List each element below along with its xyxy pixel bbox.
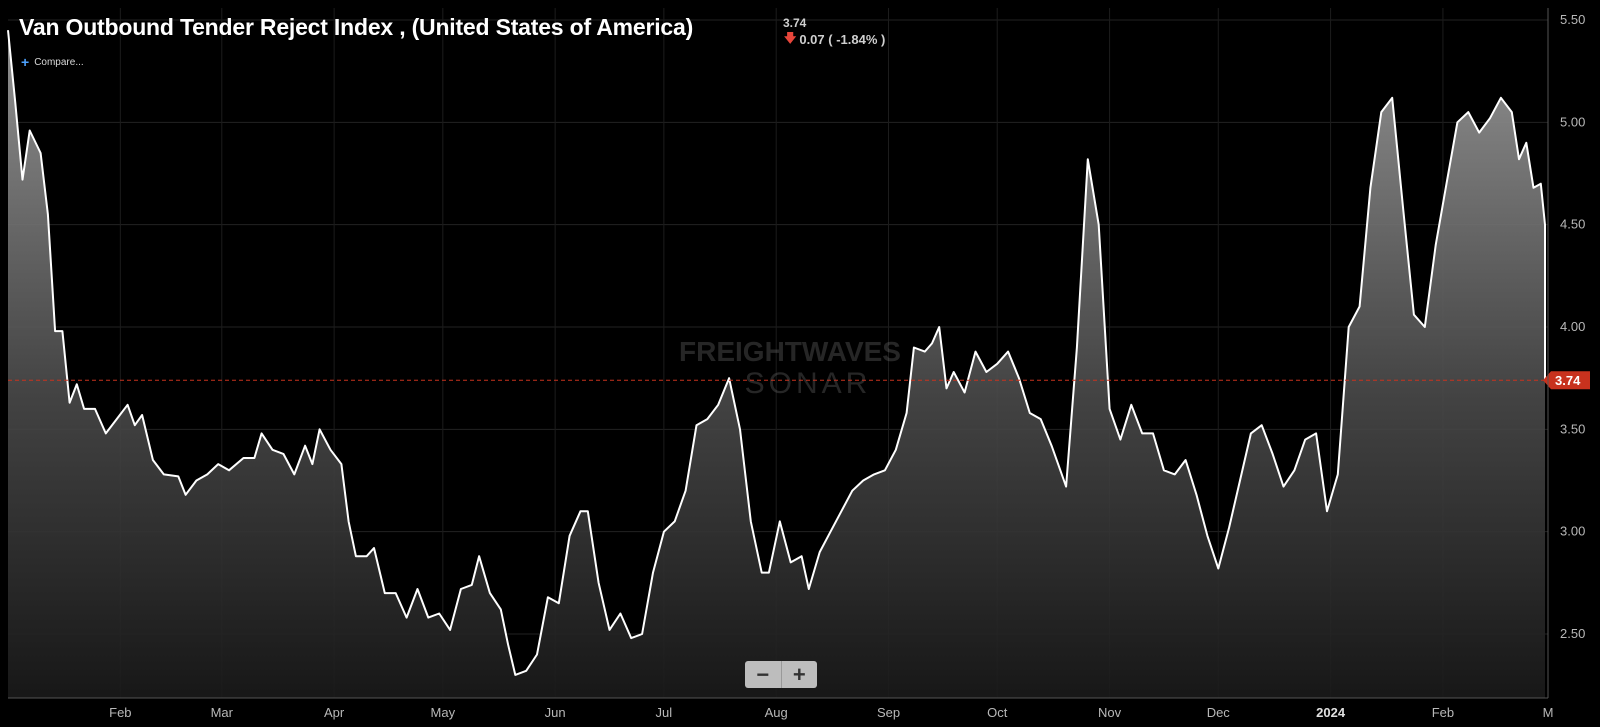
last-value: 3.74 [783, 16, 807, 30]
x-tick-label: Sep [877, 705, 900, 720]
compare-label: Compare... [34, 56, 84, 68]
x-tick-label: Oct [987, 705, 1008, 720]
x-tick-label: Aug [765, 705, 788, 720]
current-value-marker: 3.74 [1543, 371, 1590, 390]
x-tick-label: Dec [1207, 705, 1231, 720]
current-value-label: 3.74 [1555, 373, 1581, 388]
x-tick-label: May [431, 705, 456, 720]
y-tick-label: 2.50 [1560, 626, 1585, 641]
zoom-controls: − + [745, 661, 817, 688]
watermark-line2: SONAR [745, 367, 872, 400]
y-axis: 2.50 3.00 3.50 4.00 4.50 5.00 5.50 [1547, 8, 1585, 698]
y-tick-label: 4.50 [1560, 217, 1585, 232]
series-line [7, 30, 1546, 676]
change-indicator: 🡇 0.07 ( -1.84% ) [784, 29, 885, 50]
y-tick-label: 4.00 [1560, 319, 1585, 334]
y-tick-label: 5.50 [1560, 12, 1585, 27]
zoom-out-button[interactable]: − [745, 661, 782, 688]
chart-title: Van Outbound Tender Reject Index , (Unit… [19, 14, 694, 40]
watermark: FREIGHTWAVES SONAR [679, 336, 901, 400]
x-tick-label: Feb [109, 705, 131, 720]
x-tick-label: 2024 [1316, 705, 1346, 720]
x-tick-label: Feb [1432, 705, 1454, 720]
x-tick-label: Nov [1098, 705, 1122, 720]
x-tick-label: Jun [545, 705, 566, 720]
plus-icon: + [21, 54, 30, 70]
x-tick-label: Apr [324, 705, 345, 720]
y-tick-label: 3.50 [1560, 421, 1585, 436]
zoom-in-button[interactable]: + [792, 661, 806, 687]
series-area [8, 30, 1545, 698]
x-axis: Feb Mar Apr May Jun Jul Aug Sep Oct Nov Dec 2024 Feb… [8, 697, 1554, 720]
x-tick-label: M [1543, 705, 1554, 720]
watermark-line1: FREIGHTWAVES [679, 336, 901, 367]
change-text: 0.07 ( -1.84% ) [799, 32, 886, 47]
compare-button[interactable]: + Compare... [21, 54, 84, 70]
arrow-down-icon: 🡇 [784, 31, 797, 45]
x-tick-label: Mar [211, 705, 234, 720]
x-tick-label: Jul [656, 705, 673, 720]
y-tick-label: 5.00 [1560, 114, 1585, 129]
y-tick-label: 3.00 [1560, 524, 1585, 539]
